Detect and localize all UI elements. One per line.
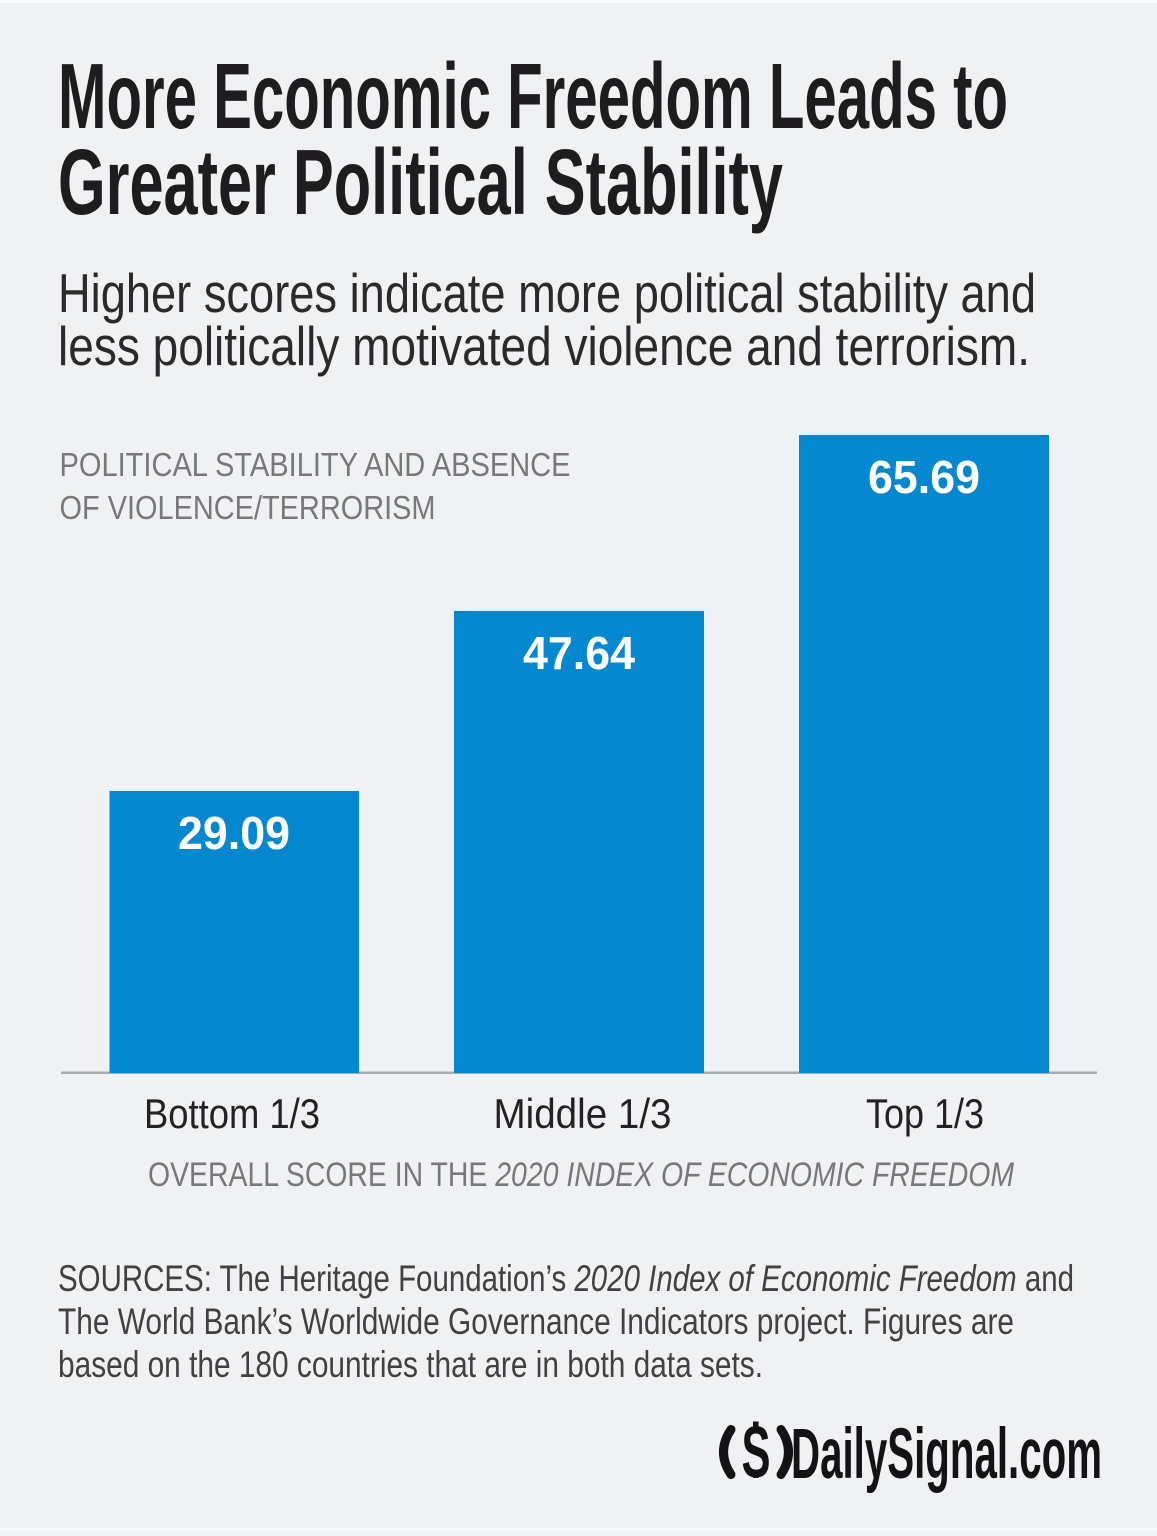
svg-text:Higher scores indicate more po: Higher scores indicate more political st… (58, 262, 1036, 324)
svg-text:More Economic Freedom Leads to: More Economic Freedom Leads to (58, 44, 1008, 148)
svg-text:47.64: 47.64 (523, 627, 635, 679)
svg-text:OF VIOLENCE/TERRORISM: OF VIOLENCE/TERRORISM (60, 490, 436, 527)
svg-text:less politically motivated vio: less politically motivated violence and … (58, 315, 1030, 377)
svg-text:65.69: 65.69 (868, 451, 980, 503)
svg-text:Greater Political Stability: Greater Political Stability (58, 130, 783, 234)
svg-text:The World Bank’s Worldwide Gov: The World Bank’s Worldwide Governance In… (58, 1301, 1014, 1342)
svg-text:Bottom 1/3: Bottom 1/3 (144, 1090, 320, 1137)
svg-text:DailySignal.com: DailySignal.com (791, 1415, 1102, 1494)
svg-text:SOURCES: The Heritage Foundati: SOURCES: The Heritage Foundation’s 2020 … (58, 1258, 1074, 1299)
svg-text:POLITICAL STABILITY AND ABSENC: POLITICAL STABILITY AND ABSENCE (60, 447, 571, 484)
svg-text:based on the 180 countries tha: based on the 180 countries that are in b… (58, 1344, 763, 1385)
svg-text:Top 1/3: Top 1/3 (866, 1090, 984, 1137)
svg-text:29.09: 29.09 (178, 807, 290, 859)
svg-text:OVERALL SCORE IN THE 2020 INDE: OVERALL SCORE IN THE 2020 INDEX OF ECONO… (148, 1156, 1014, 1194)
svg-text:Middle 1/3: Middle 1/3 (494, 1090, 672, 1137)
